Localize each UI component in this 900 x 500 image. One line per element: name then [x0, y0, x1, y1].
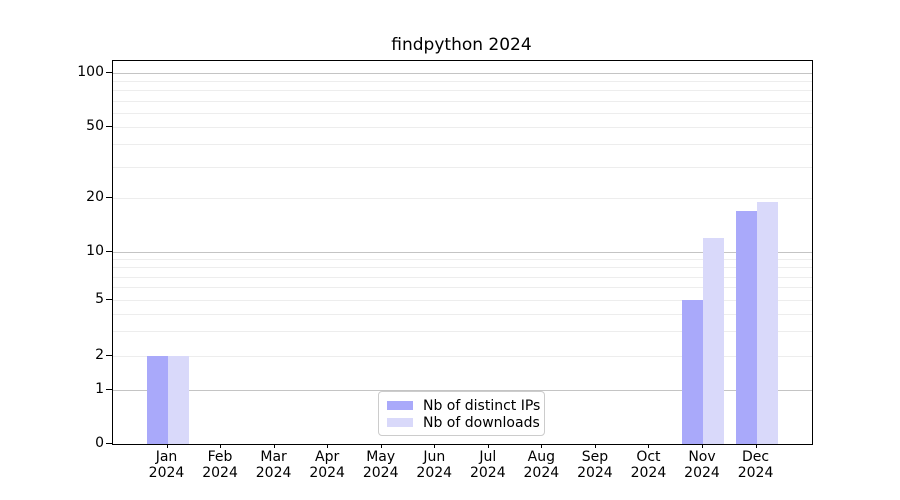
- x-tick-mark: [487, 444, 489, 448]
- y-tick-label: 50: [86, 118, 104, 134]
- x-tick-label: Oct 2024: [630, 449, 667, 481]
- gridline-major: [113, 390, 812, 391]
- legend-item-downloads: Nb of downloads: [387, 414, 540, 431]
- legend: Nb of distinct IPs Nb of downloads: [378, 391, 545, 436]
- y-tick-label: 0: [95, 435, 104, 451]
- y-tick-mark: [106, 72, 112, 73]
- gridline-minor: [113, 127, 812, 128]
- bar-jan-downloads: [167, 356, 189, 444]
- legend-item-distinct-ips: Nb of distinct IPs: [387, 397, 540, 414]
- y-tick-label: 1: [95, 381, 104, 397]
- gridline-minor: [113, 267, 812, 269]
- y-tick-mark: [106, 355, 112, 356]
- y-tick-mark: [106, 299, 112, 300]
- gridline-minor: [113, 356, 812, 357]
- y-tick-mark: [106, 251, 112, 252]
- x-tick-mark: [273, 444, 275, 448]
- gridline-major: [113, 252, 812, 253]
- x-tick-label: Feb 2024: [202, 449, 238, 481]
- gridline-minor: [113, 90, 812, 92]
- plot-area: [112, 60, 813, 445]
- x-tick-label: Aug 2024: [523, 449, 560, 481]
- x-tick-mark: [755, 444, 757, 448]
- legend-swatch-distinct-ips: [387, 401, 413, 410]
- gridline-minor: [113, 144, 812, 146]
- gridline-minor: [113, 276, 812, 278]
- gridline-minor: [113, 198, 812, 199]
- gridline-minor: [113, 100, 812, 102]
- x-tick-mark: [702, 444, 703, 448]
- y-tick-label: 20: [86, 189, 104, 205]
- y-tick-mark: [106, 197, 112, 198]
- gridline-minor: [113, 259, 812, 261]
- bar-dec-distinct-ips: [735, 210, 757, 444]
- y-tick-mark: [106, 126, 112, 127]
- y-tick-mark: [106, 443, 112, 444]
- gridline-minor: [113, 287, 812, 289]
- x-tick-label: Nov 2024: [684, 449, 720, 481]
- x-tick-mark: [434, 444, 436, 448]
- x-tick-label: Jan 2024: [148, 449, 185, 481]
- gridline-minor: [113, 331, 812, 333]
- x-tick-label: May 2024: [362, 449, 399, 481]
- x-tick-mark: [648, 444, 650, 448]
- x-tick-mark: [327, 444, 329, 448]
- y-tick-mark: [106, 389, 112, 390]
- x-tick-mark: [594, 444, 596, 448]
- y-tick-label: 5: [95, 291, 104, 307]
- y-tick-label: 10: [86, 243, 104, 259]
- bar-jan-distinct-ips: [146, 356, 168, 444]
- y-tick-label: 2: [95, 347, 104, 363]
- x-tick-mark: [220, 444, 222, 448]
- x-tick-mark: [380, 444, 382, 448]
- x-tick-label: Sep 2024: [577, 449, 613, 481]
- x-tick-label: Jun 2024: [416, 449, 453, 481]
- gridline-major: [113, 73, 812, 74]
- bar-nov-downloads: [703, 237, 724, 444]
- chart-title: findpython 2024: [391, 35, 532, 55]
- y-tick-label: 100: [77, 64, 104, 80]
- legend-swatch-downloads: [387, 418, 413, 427]
- gridline-minor: [113, 112, 812, 114]
- gridline-minor: [113, 300, 812, 301]
- legend-label-distinct-ips: Nb of distinct IPs: [423, 397, 541, 414]
- x-tick-mark: [166, 444, 168, 448]
- x-tick-label: Mar 2024: [255, 449, 292, 481]
- legend-label-downloads: Nb of downloads: [423, 414, 540, 431]
- bar-nov-distinct-ips: [682, 300, 703, 444]
- x-tick-label: Apr 2024: [309, 449, 345, 481]
- x-tick-label: Jul 2024: [469, 449, 506, 481]
- gridline-minor: [113, 313, 812, 315]
- x-tick-label: Dec 2024: [737, 449, 774, 481]
- gridline-minor: [113, 166, 812, 168]
- x-tick-mark: [541, 444, 543, 448]
- gridline-minor: [113, 81, 812, 83]
- bar-dec-downloads: [756, 202, 778, 444]
